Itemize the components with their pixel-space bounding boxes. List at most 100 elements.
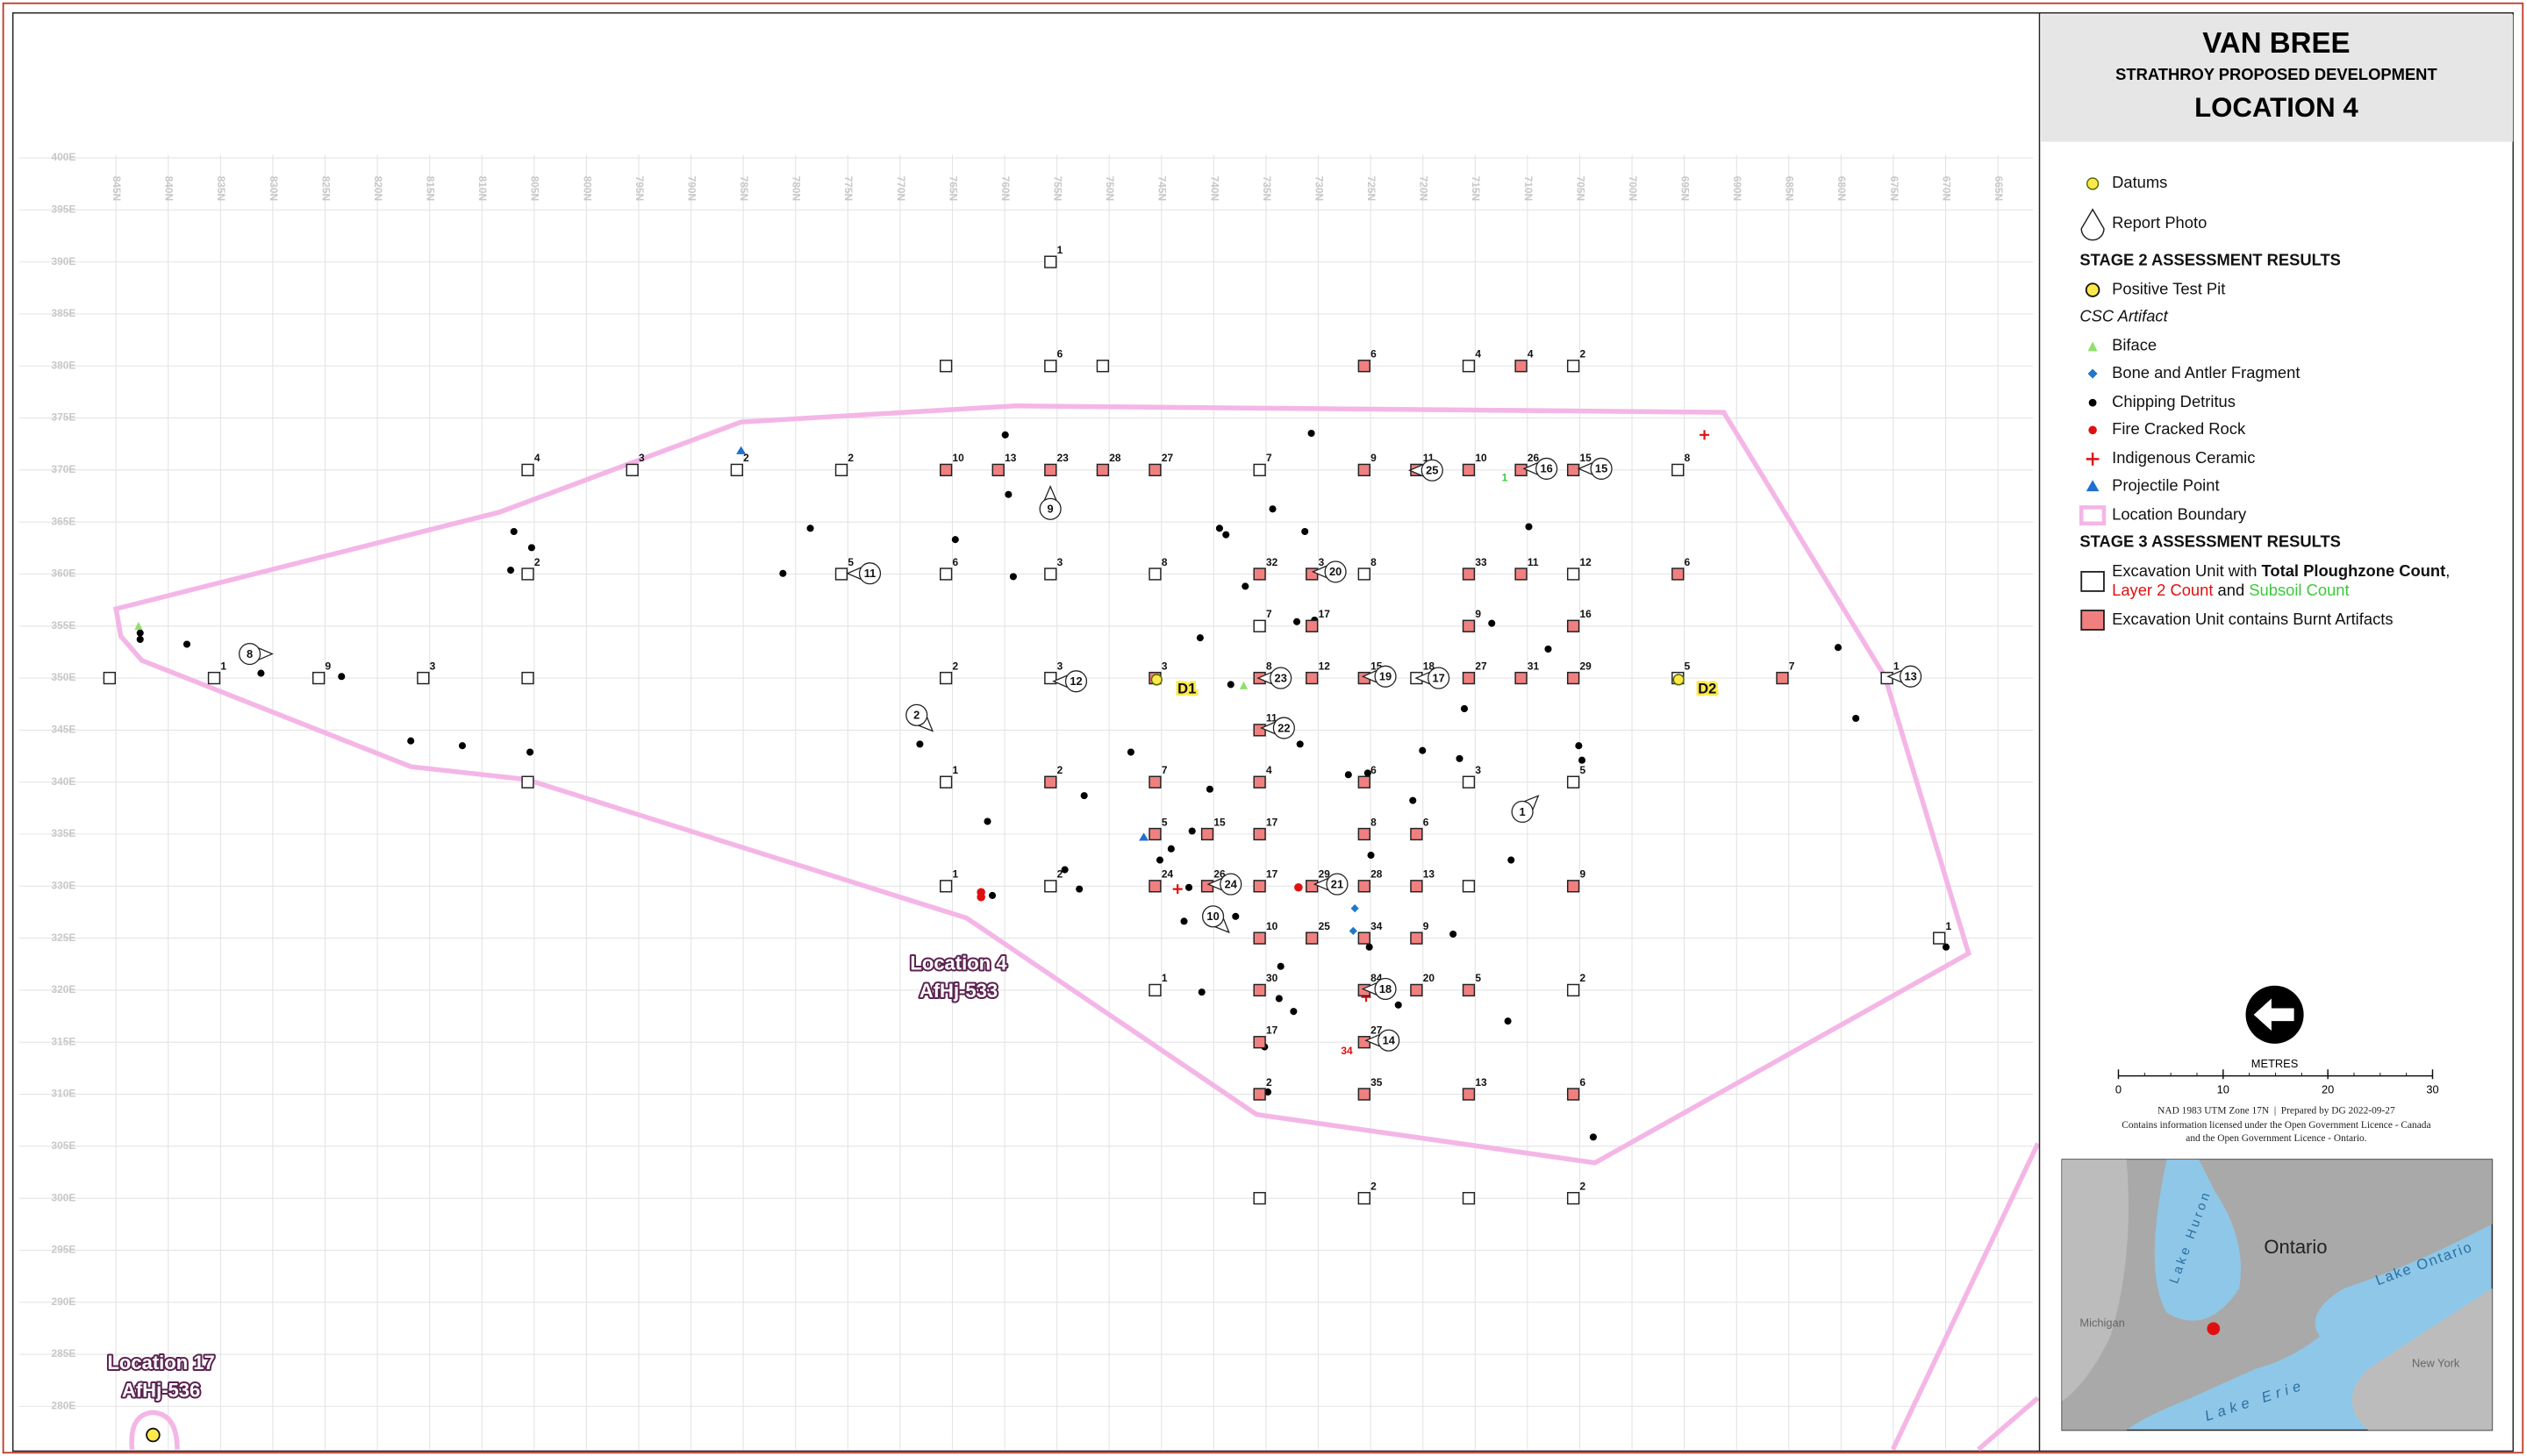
excavation-unit bbox=[1671, 463, 1685, 477]
legend: Datums Report Photo STAGE 2 ASSESSMENT R… bbox=[2079, 173, 2450, 631]
excavation-unit bbox=[1044, 360, 1057, 373]
grid-label: 745N bbox=[1156, 176, 1169, 202]
grid-label: 330E bbox=[51, 879, 75, 891]
report-photo bbox=[1039, 497, 1062, 520]
biface bbox=[134, 621, 143, 630]
chipping-detritus bbox=[1578, 756, 1586, 764]
excavation-unit bbox=[1357, 827, 1370, 841]
datum bbox=[1672, 674, 1685, 686]
biface-symbol bbox=[2087, 341, 2098, 352]
unit-count: 12 bbox=[1579, 556, 1592, 568]
projectile-symbol bbox=[2086, 480, 2100, 492]
chipping-detritus bbox=[1232, 912, 1240, 920]
chipping-detritus bbox=[1290, 1008, 1298, 1016]
photo-number: 14 bbox=[1383, 1034, 1396, 1047]
unit-symbol bbox=[2080, 570, 2105, 592]
unit-count: 17 bbox=[1266, 1024, 1278, 1037]
excavation-unit bbox=[1566, 567, 1580, 581]
fcr-symbol bbox=[2088, 425, 2097, 435]
excavation-unit bbox=[1253, 724, 1266, 737]
burnt-symbol bbox=[2080, 610, 2105, 631]
report-photo bbox=[1511, 800, 1534, 824]
chipping-symbol bbox=[2088, 398, 2097, 407]
unit-count: 6 bbox=[1370, 764, 1377, 776]
excavation-unit bbox=[1410, 931, 1423, 945]
chipping-detritus bbox=[136, 629, 144, 637]
grid-label: 355E bbox=[51, 619, 75, 632]
chipping-detritus bbox=[1269, 505, 1277, 513]
photo-symbol bbox=[2080, 208, 2105, 241]
projectile-point bbox=[736, 446, 747, 454]
lake-huron bbox=[2154, 1160, 2242, 1321]
excavation-unit bbox=[1566, 463, 1580, 477]
unit-count: 4 bbox=[534, 452, 540, 464]
excavation-unit bbox=[939, 463, 953, 477]
excavation-unit bbox=[1149, 775, 1162, 789]
scale-tick-label: 30 bbox=[2426, 1083, 2438, 1096]
unit-count: 5 bbox=[1162, 816, 1168, 828]
grid-label: 765N bbox=[947, 176, 959, 202]
excavation-unit bbox=[1410, 827, 1423, 841]
unit-count: 35 bbox=[1370, 1076, 1383, 1088]
bone-fragment bbox=[1349, 926, 1357, 935]
scale-tick-label: 0 bbox=[2115, 1083, 2122, 1096]
unit-count: 27 bbox=[1162, 452, 1174, 464]
excavation-unit bbox=[1514, 463, 1528, 477]
chipping-detritus bbox=[1525, 523, 1533, 531]
photo-number: 24 bbox=[1225, 877, 1238, 890]
unit-count: 2 bbox=[1579, 348, 1585, 360]
photo-number: 25 bbox=[1426, 464, 1438, 477]
excavation-unit bbox=[1933, 931, 1946, 945]
excavation-unit bbox=[1462, 360, 1476, 373]
report-photo bbox=[1326, 873, 1349, 896]
grid-label: 825N bbox=[319, 176, 332, 202]
chipping-detritus bbox=[1293, 617, 1301, 625]
excavation-unit bbox=[1776, 671, 1789, 685]
grid-label: 820N bbox=[372, 176, 384, 202]
excavation-unit bbox=[1253, 1191, 1266, 1205]
unit-count: 31 bbox=[1528, 660, 1540, 672]
grid-label: 290E bbox=[51, 1295, 75, 1308]
unit-count: 27 bbox=[1370, 1024, 1383, 1037]
photo-number: 13 bbox=[1904, 670, 1916, 683]
legend-part: , bbox=[2445, 561, 2450, 580]
grid-label: 755N bbox=[1052, 176, 1064, 202]
fire-cracked-rock bbox=[1294, 882, 1303, 892]
chipping-detritus bbox=[1222, 531, 1230, 539]
unit-count: 4 bbox=[1528, 348, 1534, 360]
photo-number: 2 bbox=[913, 709, 920, 722]
chipping-detritus bbox=[1942, 943, 1950, 951]
excavation-unit bbox=[1357, 1088, 1370, 1101]
unit-count: 2 bbox=[1057, 764, 1063, 776]
unit-count: 13 bbox=[1423, 868, 1435, 881]
grid-label: 695N bbox=[1678, 176, 1691, 202]
unit-count: 6 bbox=[1057, 348, 1063, 360]
chipping-detritus bbox=[458, 742, 466, 750]
grid-label: 710N bbox=[1522, 176, 1535, 202]
unit-count: 4 bbox=[1266, 764, 1272, 776]
chipping-detritus bbox=[338, 673, 346, 681]
excavation-unit bbox=[1671, 567, 1685, 581]
unit-count: 5 bbox=[1579, 764, 1585, 776]
report-photo bbox=[905, 703, 928, 726]
legend-label: Layer 2 Count and Subsoil Count bbox=[2112, 581, 2350, 599]
unit-count: 28 bbox=[1370, 868, 1383, 881]
excavation-unit bbox=[834, 463, 848, 477]
excavation-unit bbox=[1566, 1088, 1580, 1101]
chipping-detritus bbox=[1127, 748, 1134, 756]
unit-count: 27 bbox=[1475, 660, 1487, 672]
grid-label: 325E bbox=[51, 931, 75, 944]
excavation-unit bbox=[1566, 671, 1580, 685]
legend-part: Total Ploughzone Count bbox=[2262, 561, 2446, 580]
layer2-count: 34 bbox=[1341, 1045, 1353, 1057]
excavation-unit bbox=[1253, 827, 1266, 841]
legend-label: Positive Test Pit bbox=[2112, 279, 2225, 297]
chipping-detritus bbox=[1589, 1133, 1597, 1141]
note: Contains information licensed under the … bbox=[2122, 1120, 2430, 1131]
excavation-unit bbox=[1357, 1191, 1370, 1205]
excavation-unit bbox=[939, 567, 953, 581]
report-photo bbox=[1590, 457, 1613, 480]
legend-label: Projectile Point bbox=[2112, 475, 2219, 494]
excavation-unit bbox=[1253, 775, 1266, 789]
bone-symbol bbox=[2087, 368, 2098, 379]
